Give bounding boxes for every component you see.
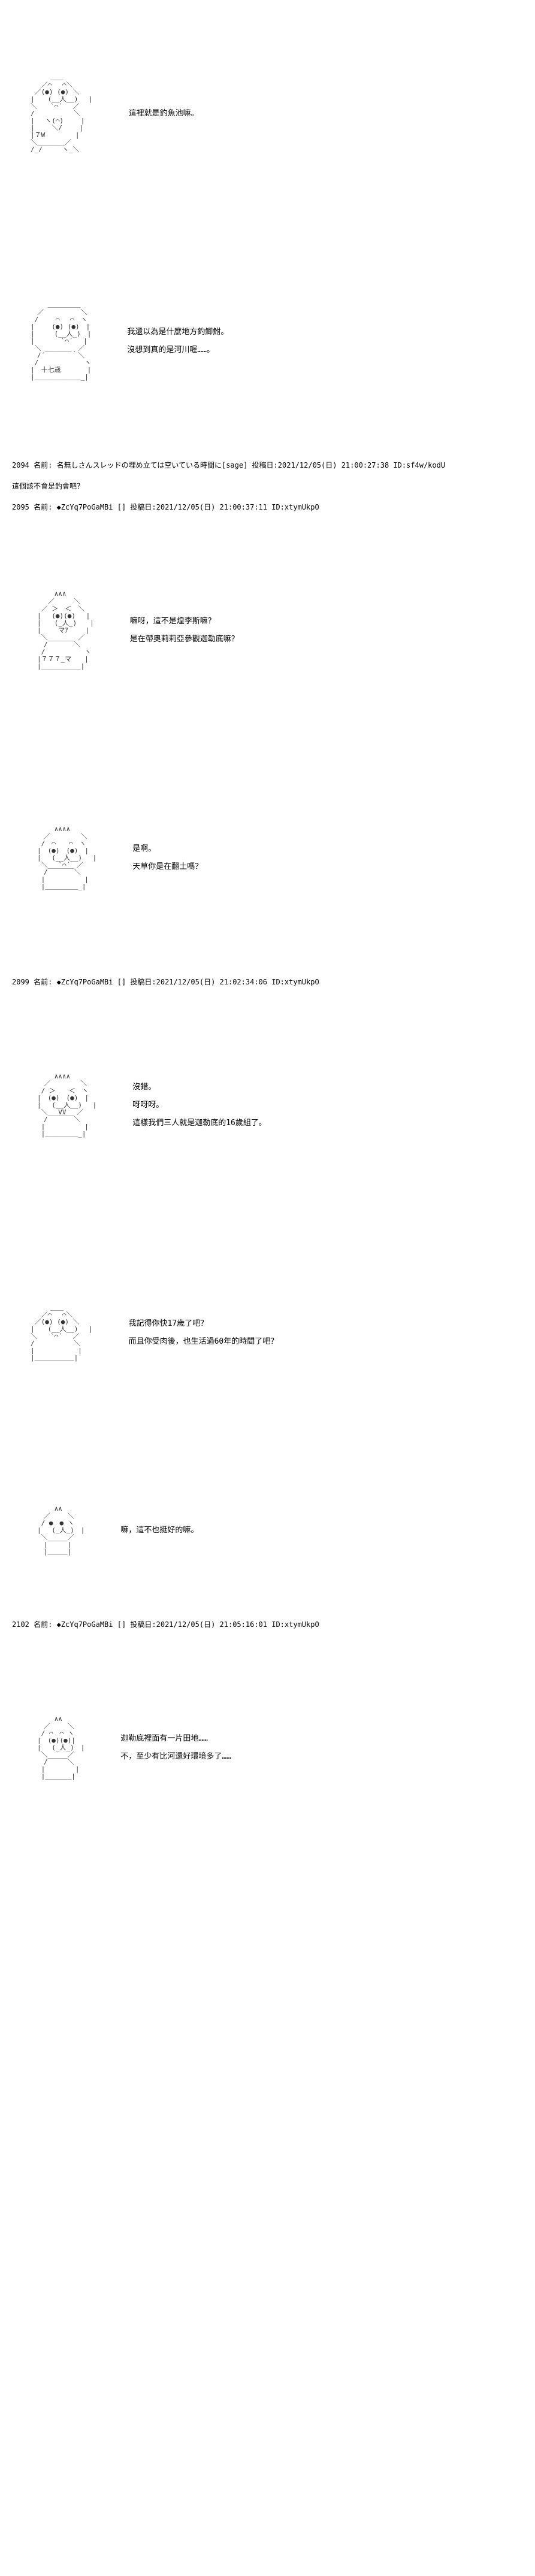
dialogue-block: 這裡就是釣魚池嘛。 bbox=[129, 104, 199, 124]
dialogue-line: 迦勒底裡面有一片田地…… bbox=[120, 1731, 231, 1747]
ascii-art: ＿＿ ／⌒ ⌒＼ ／(●) (●) ＼ | (__人__) | ＼ `⌒´ ／ … bbox=[24, 1304, 93, 1362]
dialogue-line: 我記得你快17歲了吧？ bbox=[129, 1316, 279, 1332]
ascii-art: ＿＿＿＿＿ ／ ＼ / ⌒ ⌒ ヽ | (●) (●) | | (__人_) |… bbox=[24, 301, 91, 381]
story-panel: ＿＿ ／⌒ ⌒＼ ／(●) (●) ＼ | (__人__) | ＼ `⌒´ ／ … bbox=[0, 1219, 535, 1447]
dialogue-line: 天草你是在翻土嗎？ bbox=[132, 859, 202, 875]
dialogue-block: 我還以為是什麼地方釣鯽鮒。沒想到真的是河川喔……。 bbox=[127, 322, 228, 360]
dialogue-line: 嘛，這不也挺好的嘛。 bbox=[120, 1523, 198, 1538]
dialogue-line: 不，至少有比河還好環境多了…… bbox=[120, 1749, 231, 1765]
ascii-art: ∧∧∧∧ ／ ＼ / ⌒ ⌒ ヽ | (●) (●) | | (__人__) |… bbox=[24, 826, 96, 891]
dialogue-block: 嘛呀，這不是煌李斯嘛？ 是在帶奧莉莉亞參觀迦勒底嘛？ bbox=[130, 611, 239, 650]
dialogue-line: 這裡就是釣魚池嘛。 bbox=[129, 106, 199, 122]
story-panel: ∧∧ ／ ＼ / ⌒ ⌒ ヽ | (●)(●)| | (_人_) | ＼ ／ /… bbox=[0, 1634, 535, 1862]
dialogue-line: 呀呀呀。 bbox=[132, 1098, 267, 1113]
dialogue-line: 是在帶奧莉莉亞參觀迦勒底嘛？ bbox=[130, 632, 239, 647]
post-meta: 2099 名前: ◆ZcYq7PoGaMBi [] 投稿日:2021/12/05… bbox=[0, 972, 535, 992]
ascii-art: ∧∧ ／ ＼ / ● ● ヽ | (_人_) | ＼ ／ |￣￣￣| |＿＿＿| bbox=[24, 1505, 84, 1556]
story-panel: ∧∧ ／ ＼ / ● ● ヽ | (_人_) | ＼ ／ |￣￣￣| |＿＿＿|… bbox=[0, 1447, 535, 1614]
dialogue-block: 沒錯。呀呀呀。這樣我們三人就是迦勒底的16歲組了。 bbox=[132, 1077, 267, 1134]
dialogue-line: 沒錯。 bbox=[132, 1080, 267, 1095]
ascii-art: ∧∧ ／ ＼ / ⌒ ⌒ ヽ | (●)(●)| | (_人_) | ＼ ／ /… bbox=[24, 1716, 84, 1781]
dialogue-block: 嘛，這不也挺好的嘛。 bbox=[120, 1520, 198, 1541]
ascii-art: ＿＿ ／⌒ ⌒＼ ／(●) (●) ＼ | (__人__) | ＼ `⌒´ ／ … bbox=[24, 74, 93, 153]
post-meta: 2102 名前: ◆ZcYq7PoGaMBi [] 投稿日:2021/12/05… bbox=[0, 1614, 535, 1634]
ascii-art: ∧∧∧∧ ／ ＼ / ＞ ＜ ヽ | (●) (●) | | (__人__) |… bbox=[24, 1073, 96, 1138]
dialogue-line: 是啊。 bbox=[132, 841, 202, 857]
dialogue-line: 沒想到真的是河川喔……。 bbox=[127, 343, 228, 358]
story-panel: ＿＿ ／⌒ ⌒＼ ／(●) (●) ＼ | (__人__) | ＼ `⌒´ ／ … bbox=[0, 0, 535, 228]
story-panel: ∧∧∧∧ ／ ＼ / ＞ ＜ ヽ | (●) (●) | | (__人__) |… bbox=[0, 992, 535, 1219]
dialogue-line: 我還以為是什麼地方釣鯽鮒。 bbox=[127, 325, 228, 340]
dialogue-line: 這樣我們三人就是迦勒底的16歲組了。 bbox=[132, 1116, 267, 1131]
ascii-art: ∧∧∧ ／ ＼ ／ ＞ ＜ ＼ | (●)(●) | | (_人_) | | マ… bbox=[24, 590, 94, 670]
dialogue-line: 而且你受肉後，也生活過60年的時間了吧？ bbox=[129, 1334, 279, 1350]
dialogue-block: 迦勒底裡面有一片田地…… 不，至少有比河還好環境多了…… bbox=[120, 1729, 231, 1767]
post-meta: 2094 名前: 名無しさんスレッドの埋め立ては空いている時間に[sage] 投… bbox=[0, 455, 535, 475]
story-panel: ＿＿＿＿＿ ／ ＼ / ⌒ ⌒ ヽ | (●) (●) | | (__人_) |… bbox=[0, 228, 535, 455]
story-panel: ∧∧∧ ／ ＼ ／ ＞ ＜ ＼ | (●)(●) | | (_人_) | | マ… bbox=[0, 517, 535, 744]
post-meta: 這個該不會是釣會吧？ bbox=[0, 476, 535, 496]
dialogue-block: 我記得你快17歲了吧？ 而且你受肉後，也生活過60年的時間了吧？ bbox=[129, 1314, 279, 1352]
story-panel: ∧∧∧∧ ／ ＼ / ⌒ ⌒ ヽ | (●) (●) | | (__人__) |… bbox=[0, 744, 535, 972]
post-meta: 2095 名前: ◆ZcYq7PoGaMBi [] 投稿日:2021/12/05… bbox=[0, 497, 535, 517]
dialogue-block: 是啊。天草你是在翻土嗎？ bbox=[132, 839, 202, 877]
dialogue-line: 嘛呀，這不是煌李斯嘛？ bbox=[130, 614, 239, 629]
